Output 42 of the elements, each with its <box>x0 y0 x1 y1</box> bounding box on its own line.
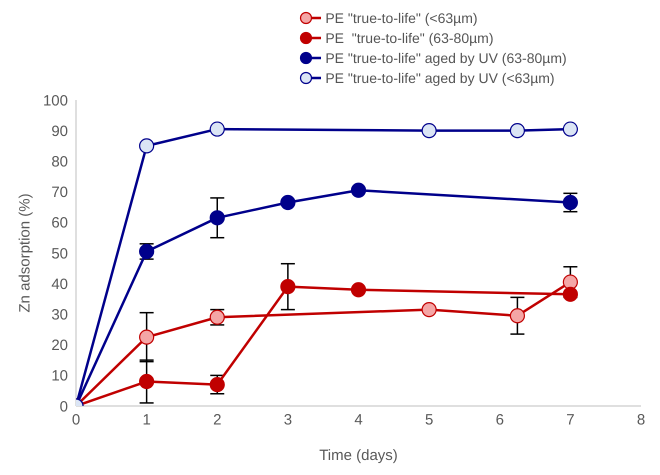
point <box>139 138 154 154</box>
x-tick-label: 3 <box>284 412 292 429</box>
x-tick-label: 6 <box>496 412 504 429</box>
point <box>280 279 296 294</box>
legend-label: PE "true-to-life" aged by UV (63-80µm) <box>325 50 567 66</box>
y-tick-label: 60 <box>51 214 68 232</box>
point <box>562 274 578 290</box>
legend-label: PE "true-to-life" (63-80µm) <box>325 30 494 46</box>
y-tick-label: 20 <box>51 337 68 354</box>
legend-label: PE "true-to-life" (<63µm) <box>325 10 478 26</box>
point <box>210 121 225 137</box>
x-tick-label: 0 <box>72 412 80 429</box>
y-tick-label: 10 <box>51 368 68 385</box>
point <box>350 182 366 198</box>
x-axis-title: Time (days) <box>319 447 398 464</box>
y-tick-label: 70 <box>51 184 68 202</box>
y-tick-label: 90 <box>51 122 68 140</box>
y-tick-label: 80 <box>51 154 68 171</box>
y-tick-label: 30 <box>51 306 68 324</box>
point <box>422 123 437 138</box>
y-tick-label: 40 <box>51 276 68 293</box>
point <box>139 330 154 345</box>
point <box>510 308 526 324</box>
y-axis-title: Zn adsorption (%) <box>16 193 34 313</box>
point <box>139 374 154 390</box>
x-tick-label: 7 <box>566 412 575 429</box>
y-tick-label: 0 <box>60 398 68 416</box>
point <box>562 121 578 137</box>
legend-label: PE "true-to-life" aged by UV (<63µm) <box>325 70 555 86</box>
point <box>350 282 366 298</box>
x-tick-label: 4 <box>354 412 363 429</box>
y-tick-label: 50 <box>51 245 68 262</box>
x-tick-label: 5 <box>424 412 434 429</box>
point <box>510 123 526 138</box>
point <box>280 194 296 210</box>
point <box>562 286 578 302</box>
y-tick-label: 100 <box>42 92 68 110</box>
x-tick-label: 8 <box>636 412 646 429</box>
x-tick-label: 1 <box>142 412 151 429</box>
x-tick-label: 2 <box>213 412 222 429</box>
point <box>422 302 437 318</box>
point <box>210 210 225 226</box>
